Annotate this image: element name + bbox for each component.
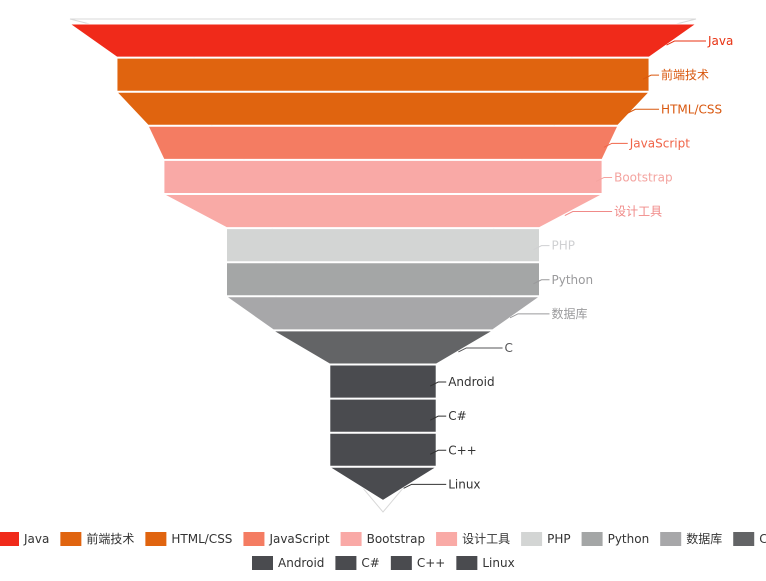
legend-swatch: [660, 532, 682, 546]
legend-item[interactable]: Python: [581, 532, 650, 546]
legend-item[interactable]: 设计工具: [436, 532, 510, 546]
funnel-label-13: Linux: [448, 477, 480, 491]
legend-label: Python: [608, 532, 650, 546]
legend-swatch: [390, 556, 412, 570]
funnel-label-8: 数据库: [552, 306, 588, 321]
label-line-3: [603, 142, 628, 148]
label-line-5: [564, 211, 613, 216]
legend-label: 设计工具: [462, 532, 510, 546]
legend-swatch: [733, 532, 755, 546]
legend-label: HTML/CSS: [171, 532, 232, 546]
legend: Java 前端技术 HTML/CSS JavaScript Bootstrap 设计工具 P…: [0, 531, 766, 570]
legend-swatch: [521, 532, 543, 546]
legend-item[interactable]: C#: [335, 556, 380, 570]
funnel-segment-10[interactable]: [329, 364, 437, 399]
funnel-label-4: Bootstrap: [614, 170, 672, 184]
funnel-label-6: PHP: [552, 239, 576, 253]
legend-swatch: [60, 532, 82, 546]
funnel-segment-1[interactable]: [116, 57, 650, 92]
funnel-segment-13[interactable]: [328, 466, 438, 501]
funnel-segment-11[interactable]: [329, 398, 437, 433]
funnel-segment-2[interactable]: [115, 91, 651, 126]
funnel-segment-4[interactable]: [163, 159, 603, 194]
legend-label: C: [759, 532, 766, 546]
funnel-label-10: Android: [448, 375, 494, 389]
legend-label: C#: [361, 556, 379, 570]
funnel-segment-6[interactable]: [226, 228, 540, 263]
label-line-9: [458, 347, 503, 353]
label-line-2: [627, 108, 660, 114]
legend-label: 数据库: [686, 531, 722, 546]
legend-item[interactable]: Bootstrap: [340, 532, 425, 546]
legend-swatch: [0, 532, 19, 546]
legend-item[interactable]: JavaScript: [243, 532, 330, 546]
label-line-10: [429, 381, 447, 387]
legend-label: Linux: [482, 556, 514, 570]
funnel-segment-12[interactable]: [329, 432, 437, 467]
label-line-4: [595, 176, 613, 182]
legend-swatch: [581, 532, 603, 546]
legend-label: PHP: [547, 532, 571, 546]
funnel-segment-9[interactable]: [271, 330, 495, 365]
legend-swatch: [456, 556, 478, 570]
legend-item[interactable]: 前端技术: [60, 531, 134, 546]
funnel-segment-7[interactable]: [226, 262, 540, 297]
label-line-8: [509, 313, 550, 319]
legend-item[interactable]: C++: [390, 556, 446, 570]
label-line-0: [666, 40, 706, 46]
legend-swatch: [436, 532, 458, 546]
funnel-segment-0[interactable]: [68, 23, 698, 58]
funnel-label-0: Java: [707, 34, 733, 48]
legend-item[interactable]: PHP: [521, 532, 571, 546]
legend-label: C++: [417, 556, 446, 570]
label-line-11: [429, 415, 447, 421]
legend-label: 前端技术: [86, 531, 134, 546]
legend-item[interactable]: Java: [0, 532, 49, 546]
label-line-7: [533, 279, 550, 285]
funnel-label-9: C: [505, 341, 513, 355]
funnel-label-1: 前端技术: [661, 67, 709, 82]
legend-swatch: [145, 532, 167, 546]
legend-item[interactable]: 数据库: [660, 531, 722, 546]
legend-label: Java: [23, 532, 49, 546]
legend-item[interactable]: Linux: [456, 556, 515, 570]
funnel-segment-8[interactable]: [224, 296, 542, 331]
legend-item[interactable]: Android: [252, 556, 324, 570]
label-line-13: [403, 483, 447, 489]
legend-swatch: [252, 556, 273, 570]
label-line-12: [429, 449, 447, 455]
legend-item[interactable]: HTML/CSS: [145, 532, 232, 546]
label-line-6: [533, 245, 550, 251]
funnel-label-12: C++: [448, 443, 477, 457]
funnel-segment-3[interactable]: [147, 125, 619, 160]
legend-label: JavaScript: [268, 532, 329, 546]
legend-label: Android: [278, 556, 324, 570]
legend-label: Bootstrap: [367, 532, 425, 546]
funnel-label-3: JavaScript: [629, 136, 690, 150]
funnel-label-2: HTML/CSS: [661, 102, 722, 116]
legend-item[interactable]: C: [733, 532, 766, 546]
legend-swatch: [335, 556, 357, 570]
label-line-1: [642, 74, 660, 80]
funnel-label-7: Python: [552, 273, 594, 287]
funnel-label-11: C#: [448, 409, 466, 423]
legend-swatch: [340, 532, 362, 546]
funnel-segment-5[interactable]: [163, 194, 603, 229]
funnel-label-5: 设计工具: [614, 205, 662, 219]
legend-swatch: [243, 532, 265, 546]
